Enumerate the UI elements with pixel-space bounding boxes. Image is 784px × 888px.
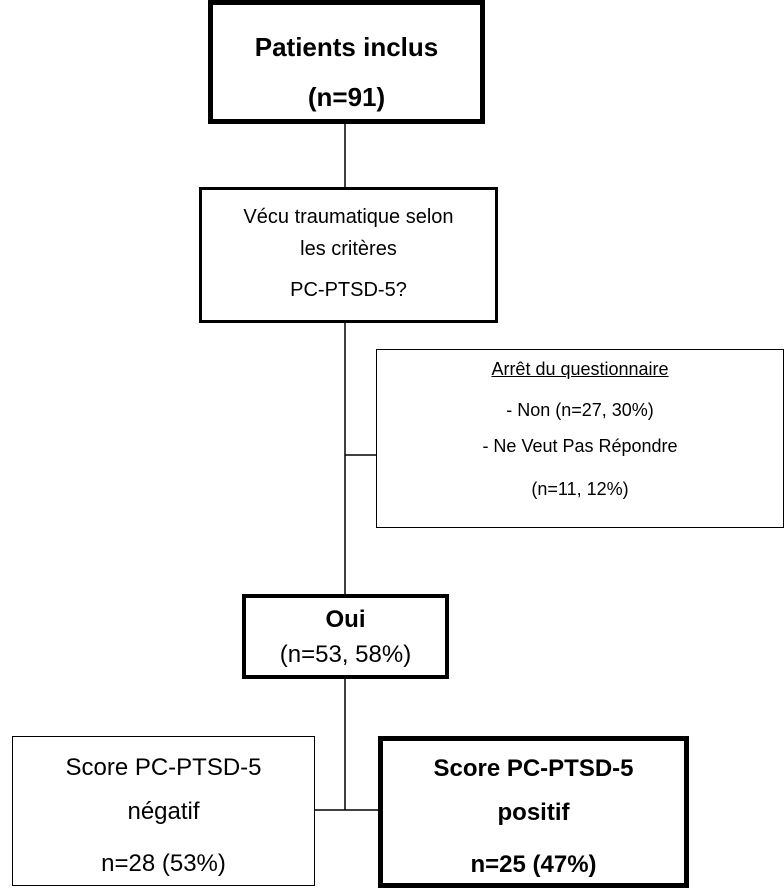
node-text: Arrêt du questionnaire (491, 359, 669, 379)
node-text: Score PC-PTSD-5 (433, 755, 634, 782)
node-text: - Non (n=27, 30%) (506, 400, 654, 420)
node-box: Vécu traumatique selon les critères PC-P… (199, 187, 498, 323)
node-text: Oui (325, 606, 366, 633)
node-text: Patients inclus (254, 32, 439, 62)
node-box: Arrêt du questionnaire - Non (n=27, 30%)… (376, 349, 784, 528)
node-text: (n=11, 12%) (531, 479, 629, 499)
node-text: les critères (300, 238, 397, 260)
node-text: PC-PTSD-5? (290, 279, 407, 301)
node-text: (n=53, 58%) (279, 641, 412, 668)
node-text: n=25 (47%) (470, 851, 597, 878)
node-box: Score PC-PTSD-5 positif n=25 (47%) (378, 736, 689, 888)
node-box: Score PC-PTSD-5 négatif n=28 (53%) (12, 736, 315, 886)
node-text: - Ne Veut Pas Répondre (482, 436, 678, 456)
node-box: Patients inclus (n=91) (208, 0, 485, 124)
node-text: Score PC-PTSD-5 (65, 754, 262, 781)
node-text: (n=91) (307, 82, 386, 112)
node-box: Oui (n=53, 58%) (242, 594, 449, 679)
node-text: négatif (127, 798, 200, 825)
node-text: n=28 (53%) (101, 850, 226, 877)
node-text: Vécu traumatique selon (243, 206, 454, 228)
node-text: positif (497, 799, 570, 826)
